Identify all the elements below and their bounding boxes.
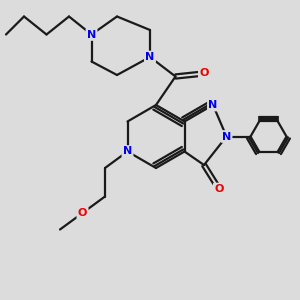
Text: O: O xyxy=(78,208,87,218)
Text: N: N xyxy=(146,52,154,62)
Text: O: O xyxy=(214,184,224,194)
Text: N: N xyxy=(87,29,96,40)
Text: N: N xyxy=(208,100,217,110)
Text: N: N xyxy=(123,146,132,157)
Text: N: N xyxy=(222,131,231,142)
Text: O: O xyxy=(199,68,209,79)
